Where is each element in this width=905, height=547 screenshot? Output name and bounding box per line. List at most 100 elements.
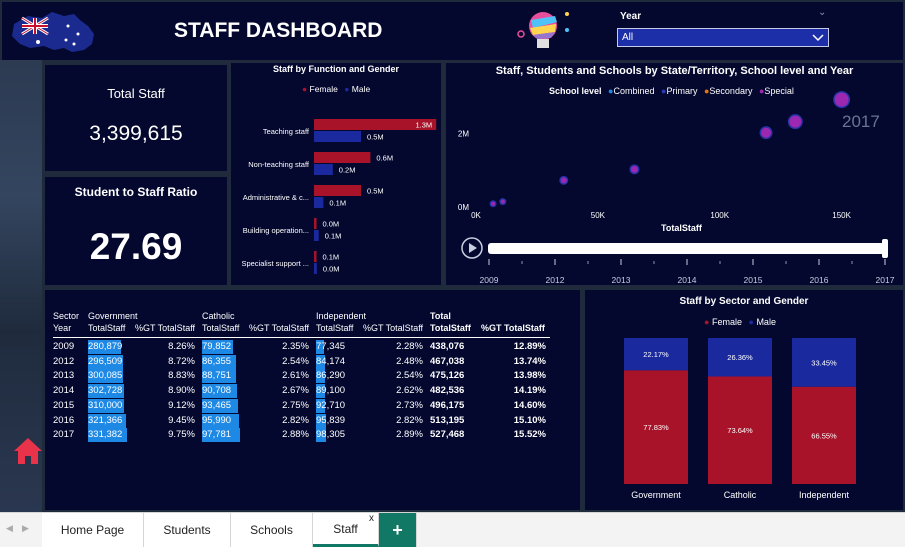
ratio-label: Student to Staff Ratio	[74, 185, 198, 199]
table-row-year: 2014	[53, 385, 75, 397]
table-group-header: Independent	[316, 311, 367, 321]
scatter-point	[789, 115, 802, 128]
table-row-year: 2016	[53, 414, 75, 426]
tab-schools-label: Schools	[250, 523, 293, 537]
sector-category-label: Independent	[799, 490, 850, 500]
table-group-header: Total	[430, 311, 451, 321]
sector-bar-female	[624, 370, 688, 484]
table-cell-total: 482,536	[430, 385, 465, 397]
timeline-track[interactable]	[488, 243, 886, 254]
table-cell-gov-total: 321,366	[88, 414, 123, 426]
tab-scroll-left-icon[interactable]: ◀	[6, 523, 13, 533]
timeline-year-label: 2014	[678, 275, 697, 285]
table-cell-gov-total: 280,879	[88, 341, 123, 352]
table-cell-gov-pct: 8.72%	[168, 355, 195, 367]
function-bar-label: 0.1M	[323, 253, 340, 262]
chevron-down-icon	[812, 34, 824, 42]
function-bar-label: 0.5M	[367, 187, 384, 196]
tab-scroll-right-icon[interactable]: ▶	[22, 523, 29, 533]
table-header-sector: Sector	[53, 311, 80, 321]
table-data-bar	[88, 384, 124, 399]
table-cell-gov-total: 300,085	[88, 370, 123, 382]
function-legend-female: Female	[309, 84, 338, 94]
timeline-handle[interactable]	[882, 239, 888, 258]
table-cell-total: 496,175	[430, 399, 465, 411]
scatter-chart-title: Staff, Students and Schools by State/Ter…	[495, 65, 854, 77]
table-data-bar	[316, 354, 325, 369]
page-tab-bar: ◀ ▶ Home Page Students Schools Staff x +	[0, 512, 905, 547]
scatter-year-watermark: 2017	[842, 112, 880, 131]
table-cell-total: 475,126	[430, 370, 465, 382]
table-cell-cat-pct: 2.75%	[282, 399, 309, 411]
scatter-xtick: 150K	[832, 211, 851, 220]
table-cell-total-pct: 15.10%	[513, 414, 546, 426]
australia-flag-map-icon	[12, 12, 94, 52]
scatter-point	[761, 127, 772, 138]
table-cell-gov-pct: 9.75%	[168, 429, 195, 441]
table-data-bar	[202, 398, 239, 413]
table-cell-ind-pct: 2.89%	[396, 429, 423, 441]
slicer-collapse-icon[interactable]: ⌄	[818, 7, 827, 18]
table-cell-gov-total: 302,728	[88, 385, 123, 397]
sector-chart-svg: 22.17% 77.83% Government 26.36% 73.64% Cathol…	[624, 338, 856, 500]
table-cell-cat-pct: 2.54%	[282, 355, 309, 367]
scatter-xtick: 100K	[710, 211, 729, 220]
sector-legend-female: Female	[711, 317, 742, 327]
table-cell-ind-total: 77,345	[316, 341, 346, 352]
function-bar-male	[314, 197, 324, 208]
table-cell-ind-pct: 2.82%	[396, 414, 423, 426]
function-bar-label: 0.2M	[339, 166, 356, 175]
scatter-point	[560, 177, 567, 184]
function-bar-male	[314, 263, 317, 274]
function-bar-label: 0.5M	[367, 133, 384, 142]
table-header-divider	[53, 337, 550, 338]
table-cell-ind-pct: 2.73%	[396, 399, 423, 411]
table-row-year: 2012	[53, 355, 75, 367]
table-data-bar	[316, 398, 326, 413]
sector-bar-label-female: 73.64%	[727, 426, 753, 435]
table-cell-total-pct: 14.60%	[513, 399, 546, 411]
tab-students-label: Students	[163, 523, 211, 537]
table-cell-cat-total: 97,781	[202, 429, 232, 441]
table-cell-gov-total: 296,509	[88, 355, 123, 367]
function-category-label: Teaching staff	[263, 127, 310, 136]
function-legend-male: Male	[351, 84, 371, 94]
add-page-button[interactable]: +	[379, 513, 417, 547]
legend-combined: Combined	[613, 86, 655, 96]
year-dropdown[interactable]: All	[617, 28, 829, 47]
tab-schools[interactable]: Schools	[231, 513, 313, 547]
table-cell-total-pct: 15.52%	[513, 429, 546, 441]
table-data-bar	[202, 340, 234, 354]
sector-bar-label-female: 77.83%	[643, 423, 669, 432]
add-page-label: +	[392, 519, 403, 540]
home-icon[interactable]	[12, 436, 44, 466]
play-button[interactable]	[461, 237, 483, 259]
scatter-ytick: 0M	[458, 203, 469, 212]
table-data-bar	[316, 384, 326, 399]
table-subheader-pct: %GT TotalStaff	[135, 323, 196, 333]
tab-home-page[interactable]: Home Page	[42, 513, 144, 547]
timeline-year-label: 2015	[744, 275, 763, 285]
tab-close-icon[interactable]: x	[369, 513, 374, 524]
legend-primary: Primary	[666, 86, 698, 96]
table-cell-ind-total: 86,290	[316, 370, 346, 382]
table-cell-total-pct: 14.19%	[513, 385, 546, 397]
function-chart-title: Staff by Function and Gender	[272, 64, 399, 74]
tab-students[interactable]: Students	[144, 513, 231, 547]
function-bar-female	[314, 119, 437, 130]
table-subheader-total: TotalStaff	[316, 323, 354, 333]
table-cell-cat-pct: 2.88%	[282, 429, 309, 441]
table-subheader-total: TotalStaff	[88, 323, 126, 333]
scatter-point	[630, 165, 638, 173]
table-cell-total-pct: 12.89%	[513, 341, 546, 352]
table-subheader-pct: %GT TotalStaff	[249, 323, 310, 333]
timeline-year-label: 2013	[612, 275, 631, 285]
sector-bar-label-female: 66.55%	[811, 431, 837, 440]
tab-staff[interactable]: Staff x	[313, 513, 379, 547]
scatter-xlabel: TotalStaff	[661, 223, 702, 233]
table-cell-ind-total: 98,305	[316, 429, 346, 441]
table-data-bar	[88, 413, 126, 428]
sector-bar-female	[792, 386, 856, 484]
function-bar-label: 0.0M	[323, 265, 340, 274]
table-row-year: 2013	[53, 370, 75, 382]
